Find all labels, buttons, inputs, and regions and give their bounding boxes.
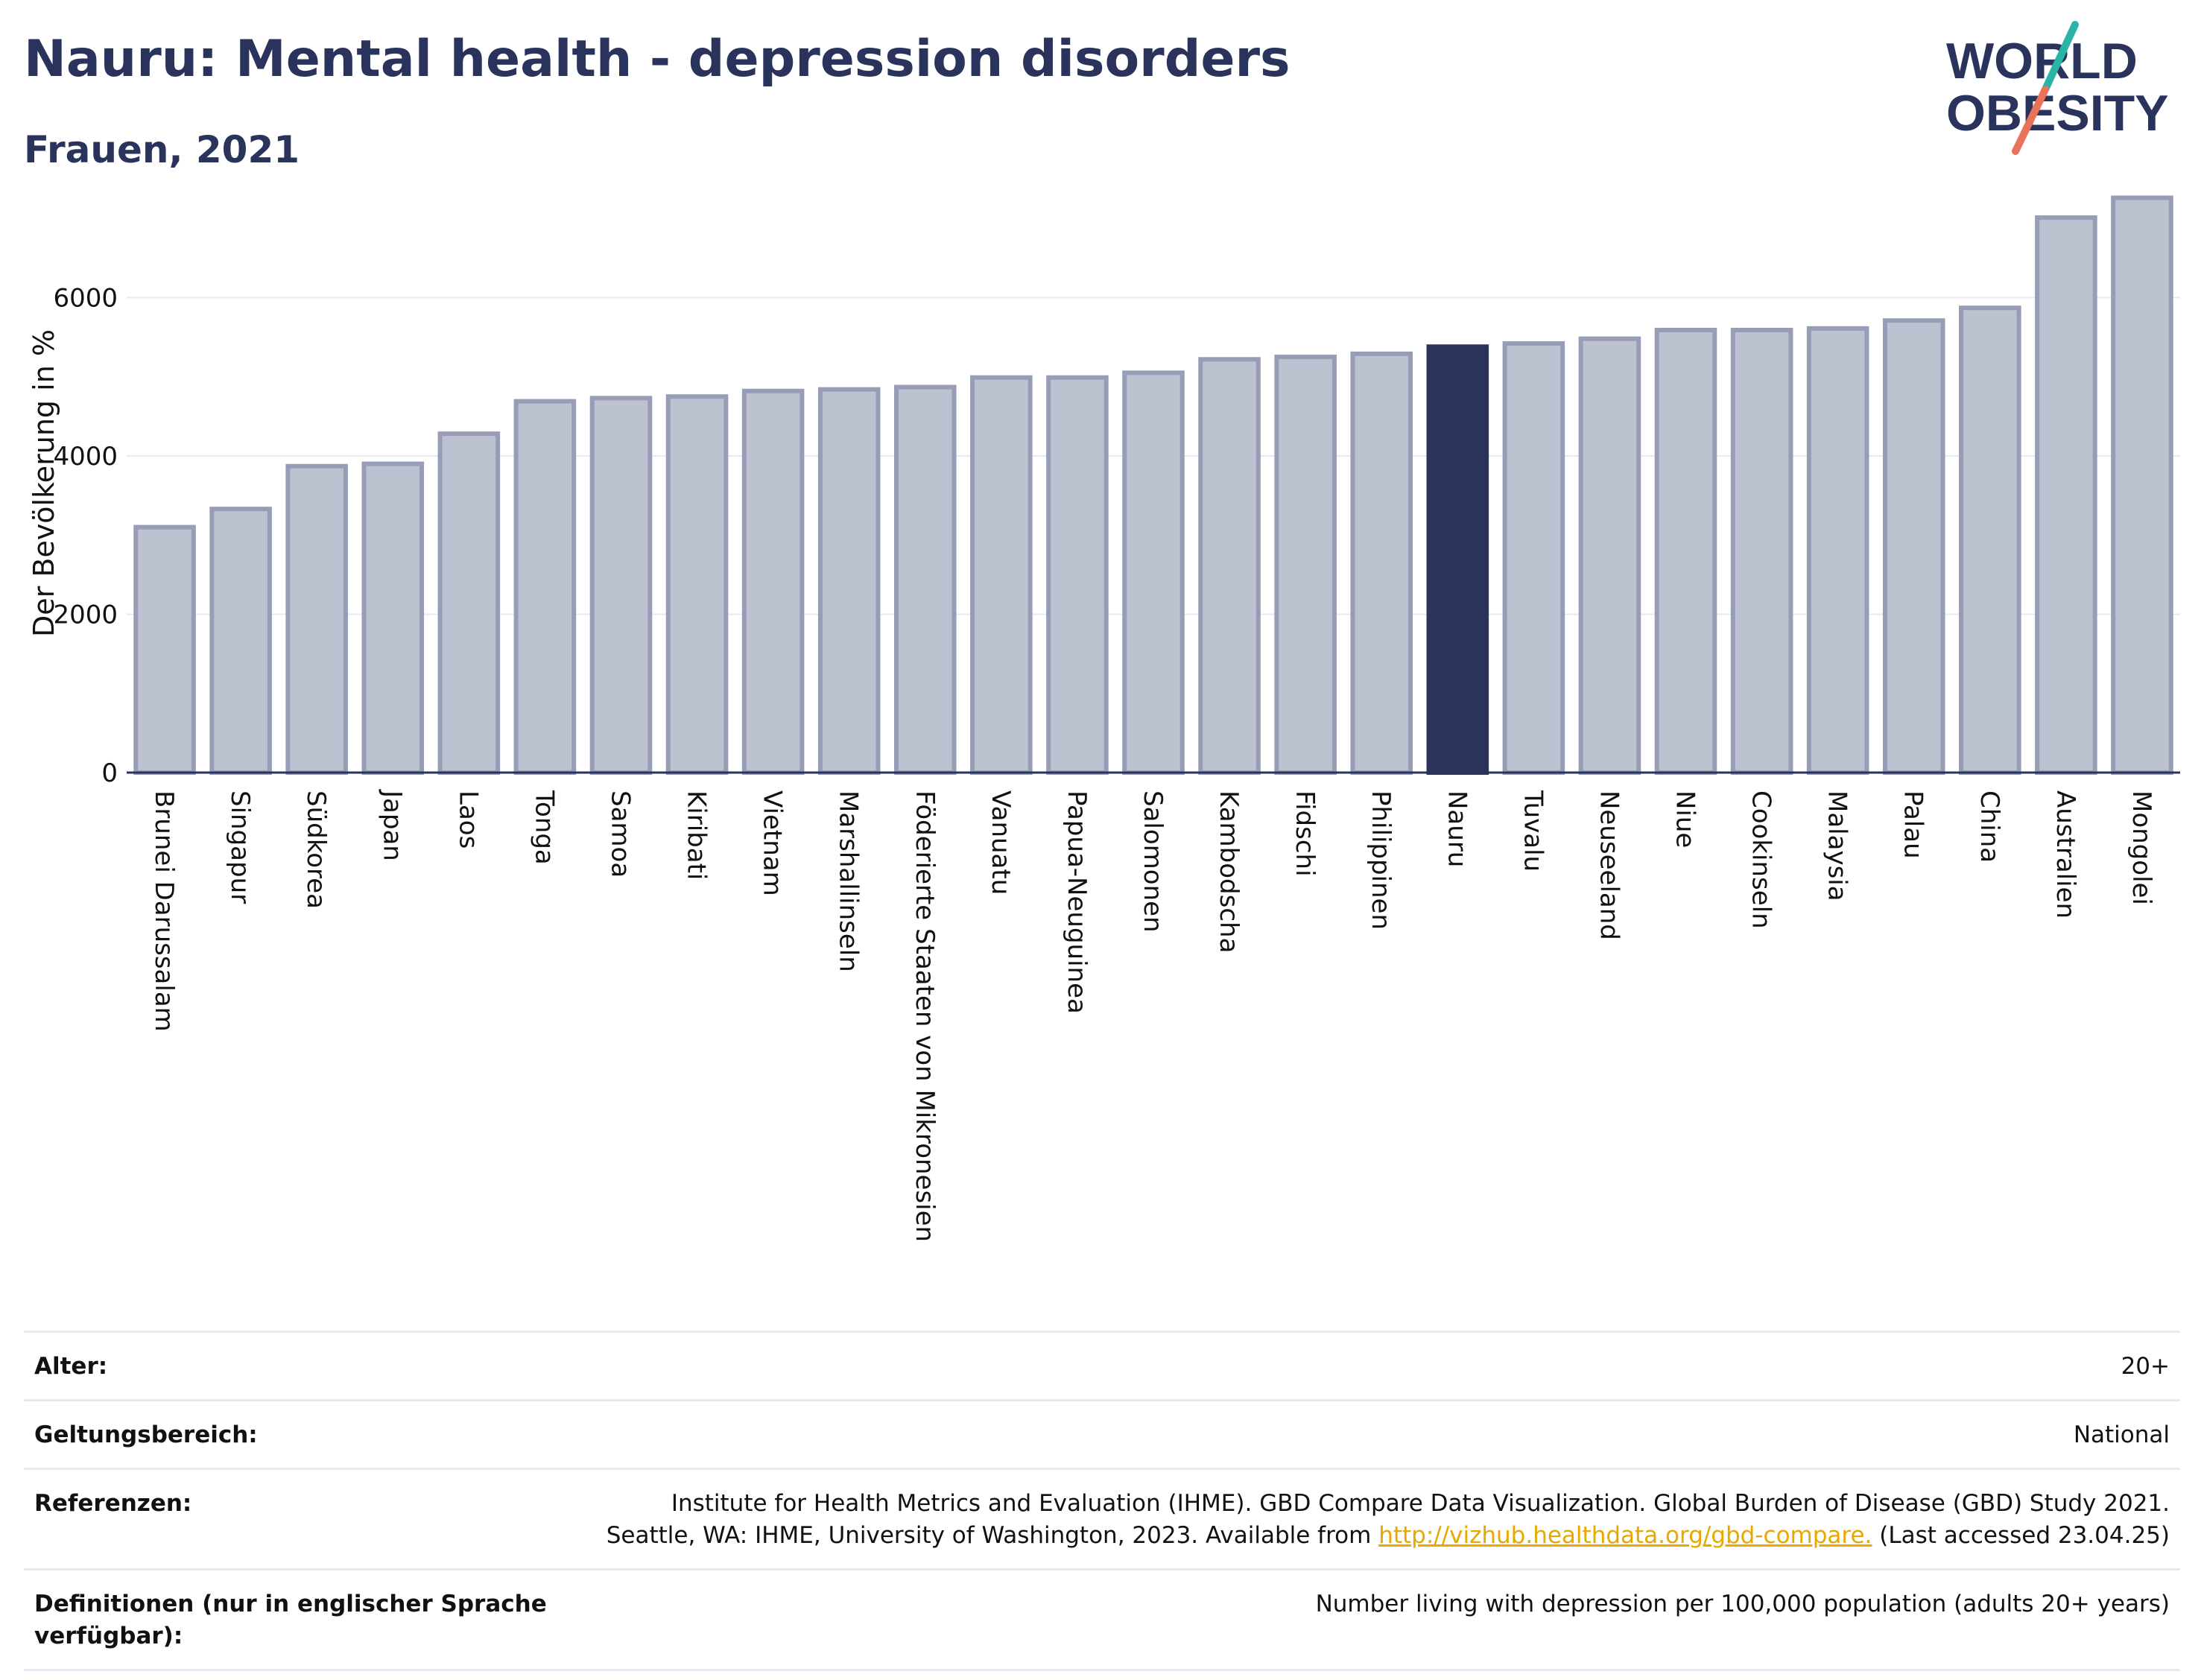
x-tick-label-5: Tonga bbox=[529, 790, 559, 865]
x-tick-label-11: Vanuatu bbox=[986, 790, 1016, 895]
bar-15[interactable] bbox=[1274, 355, 1337, 776]
y-axis-label: Der Bevölkerung in % bbox=[28, 329, 60, 637]
logo-slash-bottom bbox=[2012, 86, 2049, 155]
bar-3[interactable] bbox=[361, 461, 425, 775]
x-tick-label-3: Japan bbox=[377, 789, 407, 861]
x-tick-label-17: Nauru bbox=[1442, 790, 1472, 867]
bar-20[interactable] bbox=[1654, 327, 1717, 775]
meta-row-scope: Geltungsbereich: National bbox=[24, 1399, 2180, 1468]
x-tick-label-2: Südkorea bbox=[301, 790, 331, 909]
bar-5[interactable] bbox=[513, 399, 577, 775]
x-tick-label-9: Marshallinseln bbox=[834, 790, 864, 972]
bar-17[interactable] bbox=[1426, 344, 1489, 775]
meta-value-references: Institute for Health Metrics and Evaluat… bbox=[571, 1488, 2170, 1552]
bar-8[interactable] bbox=[741, 388, 805, 775]
metadata-table: Alter: 20+ Geltungsbereich: National Ref… bbox=[24, 1331, 2180, 1671]
bar-16[interactable] bbox=[1350, 351, 1413, 776]
bar-11[interactable] bbox=[970, 375, 1033, 776]
bar-19[interactable] bbox=[1578, 336, 1641, 775]
x-tick-label-7: Kiribati bbox=[682, 790, 712, 880]
y-tick-label-0: 0 bbox=[101, 758, 118, 788]
bar-chart: 0 2000 4000 6000 Brunei Darussalam Singapur S… bbox=[28, 195, 2180, 1242]
y-tick-label-1: 2000 bbox=[53, 600, 118, 630]
bar-0[interactable] bbox=[133, 524, 196, 775]
bar-14[interactable] bbox=[1198, 357, 1261, 775]
bar-2[interactable] bbox=[285, 463, 348, 775]
meta-key-scope: Geltungsbereich: bbox=[34, 1421, 258, 1448]
meta-value-definitions: Number living with depression per 100,00… bbox=[1315, 1591, 2170, 1617]
bar-12[interactable] bbox=[1046, 375, 1109, 776]
meta-key-references: Referenzen: bbox=[34, 1490, 192, 1517]
bar-6[interactable] bbox=[589, 396, 653, 775]
x-tick-label-16: Philippinen bbox=[1366, 790, 1396, 930]
x-tick-label-19: Neuseeland bbox=[1594, 790, 1624, 940]
x-tick-label-20: Niue bbox=[1671, 790, 1700, 848]
y-tick-label-2: 4000 bbox=[53, 442, 118, 472]
x-tick-label-1: Singapur bbox=[225, 790, 255, 904]
x-tick-label-22: Malaysia bbox=[1823, 790, 1852, 901]
bar-21[interactable] bbox=[1730, 327, 1793, 775]
bar-13[interactable] bbox=[1122, 370, 1185, 775]
bar-24[interactable] bbox=[1959, 305, 2021, 775]
x-tick-label-0: Brunei Darussalam bbox=[149, 790, 179, 1032]
meta-value-age: 20+ bbox=[2121, 1353, 2170, 1380]
bar-18[interactable] bbox=[1502, 341, 1565, 775]
x-tick-label-13: Salomonen bbox=[1138, 790, 1168, 933]
logo-slash-top bbox=[2042, 21, 2079, 93]
world-obesity-logo: WORLD OBESITY bbox=[1946, 21, 2169, 155]
bar-7[interactable] bbox=[665, 394, 729, 775]
bar-4[interactable] bbox=[437, 431, 501, 775]
meta-key-age: Alter: bbox=[34, 1353, 108, 1380]
meta-row-age: Alter: 20+ bbox=[24, 1331, 2180, 1399]
x-tick-label-6: Samoa bbox=[605, 790, 635, 878]
meta-key-definitions: Definitionen (nur in englischer Sprache … bbox=[34, 1591, 547, 1649]
bar-23[interactable] bbox=[1882, 318, 1945, 775]
reference-line-1: Institute for Health Metrics and Evaluat… bbox=[671, 1490, 2170, 1517]
bar-10[interactable] bbox=[893, 384, 957, 775]
bar-26[interactable] bbox=[2111, 195, 2173, 775]
x-tick-labels: Brunei Darussalam Singapur Südkorea Japan La… bbox=[149, 789, 2156, 1242]
reference-line-2-pre: Seattle, WA: IHME, University of Washing… bbox=[606, 1522, 1379, 1549]
bars bbox=[133, 195, 2173, 776]
reference-link[interactable]: http://vizhub.healthdata.org/gbd-compare… bbox=[1378, 1522, 1872, 1549]
x-tick-label-18: Tuvalu bbox=[1518, 790, 1548, 872]
y-tick-labels: 0 2000 4000 6000 bbox=[53, 283, 118, 788]
bar-25[interactable] bbox=[2035, 215, 2097, 775]
chart-title: Nauru: Mental health - depression disord… bbox=[24, 30, 1291, 89]
meta-row-definitions: Definitionen (nur in englischer Sprache … bbox=[24, 1568, 2180, 1671]
x-tick-label-4: Laos bbox=[453, 790, 483, 849]
x-tick-label-26: Mongolei bbox=[2127, 790, 2156, 905]
bar-1[interactable] bbox=[209, 507, 272, 776]
x-tick-label-24: China bbox=[1975, 790, 2004, 863]
y-tick-label-3: 6000 bbox=[53, 283, 118, 313]
reference-line-2: Seattle, WA: IHME, University of Washing… bbox=[571, 1520, 2170, 1552]
bar-22[interactable] bbox=[1806, 326, 1869, 775]
x-tick-label-12: Papua-Neuguinea bbox=[1062, 790, 1092, 1014]
x-tick-label-14: Kambodscha bbox=[1214, 790, 1244, 953]
x-tick-label-10: Föderierte Staaten von Mikronesien bbox=[910, 790, 940, 1242]
bar-9[interactable] bbox=[817, 387, 881, 775]
x-tick-label-8: Vietnam bbox=[758, 790, 788, 896]
meta-value-scope: National bbox=[2073, 1421, 2170, 1448]
x-tick-label-23: Palau bbox=[1899, 790, 1928, 859]
x-tick-label-21: Cookinseln bbox=[1747, 790, 1776, 929]
reference-line-2-post: (Last accessed 23.04.25) bbox=[1872, 1522, 2170, 1549]
meta-row-references: Referenzen: Institute for Health Metrics… bbox=[24, 1468, 2180, 1568]
chart-subtitle: Frauen, 2021 bbox=[24, 128, 300, 171]
x-tick-label-25: Australien bbox=[2051, 790, 2080, 919]
x-tick-label-15: Fidschi bbox=[1290, 790, 1320, 877]
logo-line2: OBESITY bbox=[1946, 85, 2169, 142]
logo-line1: WORLD bbox=[1946, 33, 2138, 89]
